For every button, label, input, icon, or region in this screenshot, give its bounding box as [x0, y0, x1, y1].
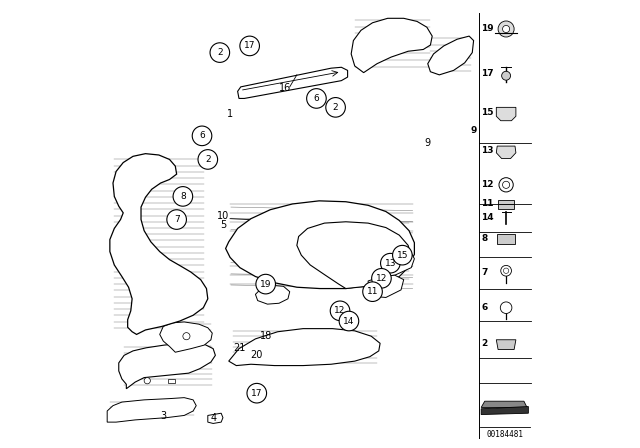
- Polygon shape: [496, 146, 516, 159]
- Polygon shape: [110, 154, 208, 334]
- Circle shape: [498, 21, 514, 37]
- Text: 17: 17: [481, 69, 494, 78]
- Text: 12: 12: [376, 274, 387, 283]
- Circle shape: [167, 210, 186, 229]
- Text: 2: 2: [481, 339, 488, 348]
- Text: 14: 14: [343, 317, 355, 326]
- Circle shape: [392, 246, 412, 265]
- Text: 2: 2: [205, 155, 211, 164]
- Text: 8: 8: [481, 234, 488, 243]
- Polygon shape: [226, 201, 414, 289]
- Text: 2: 2: [333, 103, 339, 112]
- Polygon shape: [119, 343, 216, 389]
- Polygon shape: [351, 18, 432, 73]
- Circle shape: [372, 268, 391, 288]
- Text: 5: 5: [220, 220, 226, 230]
- Circle shape: [502, 26, 509, 33]
- Text: 19: 19: [481, 25, 494, 34]
- Circle shape: [307, 89, 326, 108]
- Text: 11: 11: [367, 287, 378, 296]
- Circle shape: [499, 178, 513, 192]
- Circle shape: [500, 265, 511, 276]
- Polygon shape: [237, 67, 348, 99]
- Text: 21: 21: [233, 343, 245, 353]
- Polygon shape: [160, 322, 212, 352]
- Text: 7: 7: [174, 215, 179, 224]
- Text: 2: 2: [217, 48, 223, 57]
- Circle shape: [326, 98, 346, 117]
- Circle shape: [504, 268, 509, 273]
- Polygon shape: [168, 379, 175, 383]
- Polygon shape: [428, 36, 474, 75]
- Circle shape: [500, 302, 512, 314]
- Circle shape: [363, 282, 382, 302]
- Polygon shape: [496, 340, 516, 349]
- Text: 17: 17: [251, 389, 262, 398]
- Circle shape: [502, 181, 509, 188]
- Text: 3: 3: [160, 411, 166, 421]
- Text: 19: 19: [260, 280, 271, 289]
- Circle shape: [183, 332, 190, 340]
- Text: 15: 15: [481, 108, 493, 117]
- Polygon shape: [496, 108, 516, 121]
- Polygon shape: [381, 253, 414, 276]
- Polygon shape: [228, 329, 380, 366]
- Polygon shape: [297, 222, 412, 289]
- Text: 16: 16: [279, 83, 291, 93]
- Text: 9: 9: [470, 126, 476, 135]
- Text: 6: 6: [481, 303, 488, 312]
- Circle shape: [381, 254, 400, 273]
- Circle shape: [210, 43, 230, 62]
- Circle shape: [502, 71, 511, 80]
- Text: 1: 1: [227, 108, 233, 119]
- Text: 7: 7: [481, 268, 488, 277]
- Text: 18: 18: [260, 331, 272, 341]
- Polygon shape: [368, 275, 404, 297]
- Circle shape: [247, 383, 267, 403]
- Text: 13: 13: [481, 146, 493, 155]
- Text: 12: 12: [481, 181, 493, 190]
- Circle shape: [173, 187, 193, 206]
- Text: 14: 14: [481, 213, 494, 222]
- Circle shape: [240, 36, 259, 56]
- Text: 6: 6: [199, 131, 205, 140]
- Circle shape: [198, 150, 218, 169]
- Text: 9: 9: [425, 138, 431, 148]
- Text: 4: 4: [211, 413, 217, 422]
- Circle shape: [144, 378, 150, 384]
- Text: 12: 12: [334, 306, 346, 315]
- Circle shape: [192, 126, 212, 146]
- Polygon shape: [481, 406, 529, 414]
- Text: 00184481: 00184481: [486, 430, 524, 439]
- Circle shape: [330, 301, 350, 321]
- Text: 13: 13: [385, 258, 396, 267]
- Polygon shape: [208, 413, 223, 423]
- Text: 10: 10: [217, 211, 229, 221]
- Polygon shape: [255, 285, 290, 304]
- Text: 8: 8: [180, 192, 186, 201]
- Polygon shape: [107, 398, 196, 422]
- Circle shape: [339, 311, 359, 331]
- Text: 20: 20: [251, 350, 263, 360]
- Polygon shape: [481, 401, 527, 407]
- Polygon shape: [497, 234, 515, 244]
- Text: 6: 6: [314, 94, 319, 103]
- Circle shape: [256, 274, 275, 294]
- Polygon shape: [498, 199, 514, 209]
- Text: 15: 15: [397, 251, 408, 260]
- Text: 11: 11: [481, 199, 493, 208]
- Text: 17: 17: [244, 41, 255, 51]
